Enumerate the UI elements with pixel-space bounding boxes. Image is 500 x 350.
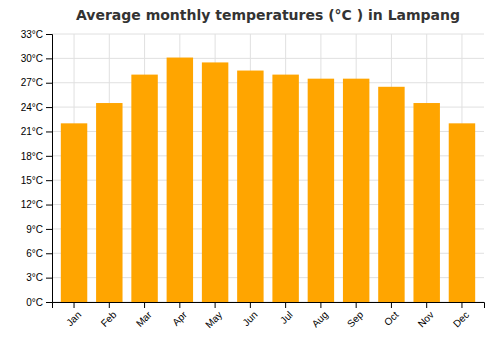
x-tick-mark: [144, 302, 145, 308]
y-tick-label: 30°C: [21, 53, 43, 64]
y-tick-label: 27°C: [21, 77, 43, 88]
x-tick-mark: [179, 302, 180, 308]
bar: [96, 103, 122, 302]
bar: [378, 87, 404, 302]
y-tick-mark: [46, 278, 52, 279]
x-tick-label: May: [203, 309, 224, 330]
bar: [343, 79, 369, 302]
grid-line: [52, 34, 484, 35]
x-tick: Sep: [345, 302, 366, 329]
x-tick-label: Feb: [99, 309, 119, 329]
x-tick-mark: [426, 302, 427, 308]
y-tick-mark: [46, 253, 52, 254]
y-tick: 33°C: [21, 29, 52, 40]
y-tick-label: 6°C: [26, 248, 43, 259]
y-tick-mark: [46, 229, 52, 230]
x-tick: Feb: [99, 302, 119, 329]
y-tick-mark: [46, 83, 52, 84]
x-tick-label: Aug: [310, 309, 330, 329]
x-tick-label: Jan: [64, 309, 83, 328]
y-tick-mark: [46, 58, 52, 59]
x-tick: Jun: [240, 302, 259, 328]
y-tick-label: 24°C: [21, 102, 43, 113]
x-tick-label: Oct: [382, 309, 401, 328]
x-tick: Jan: [64, 302, 83, 328]
x-tick-mark: [391, 302, 392, 308]
x-tick-label: Sep: [345, 309, 366, 330]
y-tick-mark: [46, 107, 52, 108]
bar: [167, 58, 193, 302]
x-tick: Aug: [310, 302, 330, 329]
y-tick-label: 12°C: [21, 199, 43, 210]
y-tick-label: 18°C: [21, 151, 43, 162]
x-tick: May: [203, 302, 224, 330]
y-tick-label: 33°C: [21, 29, 43, 40]
title: Average monthly temperatures (°C ) in La…: [76, 7, 460, 23]
x-tick-label: Jun: [240, 309, 259, 328]
y-axis-line: [46, 35, 53, 303]
y-tick: 12°C: [21, 199, 52, 210]
bar: [449, 123, 475, 302]
y-tick-label: 21°C: [21, 126, 43, 137]
x-axis: Jan Feb Mar Apr May Jun Jul Aug Sep Oct Nov Dec: [53, 302, 485, 330]
bar: [413, 103, 439, 302]
bar: [61, 123, 87, 302]
y-axis: 0°C 3°C 6°C 9°C 12°C 15°C 18°C 21°C 24°C 27°C 30°C…: [21, 29, 53, 308]
x-tick-mark: [461, 302, 462, 308]
y-tick: 24°C: [21, 102, 52, 113]
y-tick: 3°C: [26, 272, 52, 283]
y-tick-label: 9°C: [26, 224, 43, 235]
bar: [131, 75, 157, 302]
y-tick: 18°C: [21, 151, 52, 162]
y-tick: 6°C: [26, 248, 52, 259]
y-tick-label: 3°C: [26, 272, 43, 283]
y-tick-mark: [46, 156, 52, 157]
x-tick: Dec: [451, 302, 471, 329]
grid-line: [52, 82, 484, 83]
y-tick: 27°C: [21, 77, 52, 88]
y-tick-label: 0°C: [26, 297, 43, 308]
y-tick-label: 15°C: [21, 175, 43, 186]
chart: 0°C 3°C 6°C 9°C 12°C 15°C 18°C 21°C 24°C 27°C 30°C…: [0, 0, 500, 350]
bars: [61, 58, 475, 302]
x-axis-line: [53, 303, 485, 309]
x-tick-label: Mar: [134, 309, 154, 329]
x-tick-mark: [74, 302, 75, 308]
x-tick: Jul: [278, 302, 295, 326]
bar: [308, 79, 334, 302]
x-tick-mark: [320, 302, 321, 308]
x-tick: Nov: [416, 302, 436, 329]
x-tick: Apr: [170, 302, 189, 328]
y-tick-mark: [46, 205, 52, 206]
x-tick-mark: [215, 302, 216, 308]
plot: 0°C 3°C 6°C 9°C 12°C 15°C 18°C 21°C 24°C 27°C 30°C…: [21, 29, 485, 331]
bar: [237, 71, 263, 302]
x-tick-label: Nov: [416, 309, 436, 329]
x-tick-mark: [109, 302, 110, 308]
x-tick-mark: [250, 302, 251, 308]
bar: [272, 75, 298, 302]
x-tick: Oct: [382, 302, 401, 328]
bar: [202, 62, 228, 302]
y-tick: 0°C: [26, 297, 52, 308]
x-tick-mark: [356, 302, 357, 308]
y-tick-mark: [46, 34, 52, 35]
y-tick-mark: [46, 131, 52, 132]
y-tick: 21°C: [21, 126, 52, 137]
grid-line: [52, 58, 484, 59]
y-tick: 15°C: [21, 175, 52, 186]
x-tick-mark: [285, 302, 286, 308]
x-tick-label: Apr: [170, 309, 189, 328]
x-tick-label: Jul: [278, 309, 295, 326]
y-tick: 30°C: [21, 53, 52, 64]
y-tick-mark: [46, 302, 52, 303]
grid: [52, 34, 484, 302]
x-tick: Mar: [134, 302, 154, 329]
y-tick: 9°C: [26, 224, 52, 235]
y-tick-mark: [46, 180, 52, 181]
x-tick-label: Dec: [451, 309, 471, 329]
